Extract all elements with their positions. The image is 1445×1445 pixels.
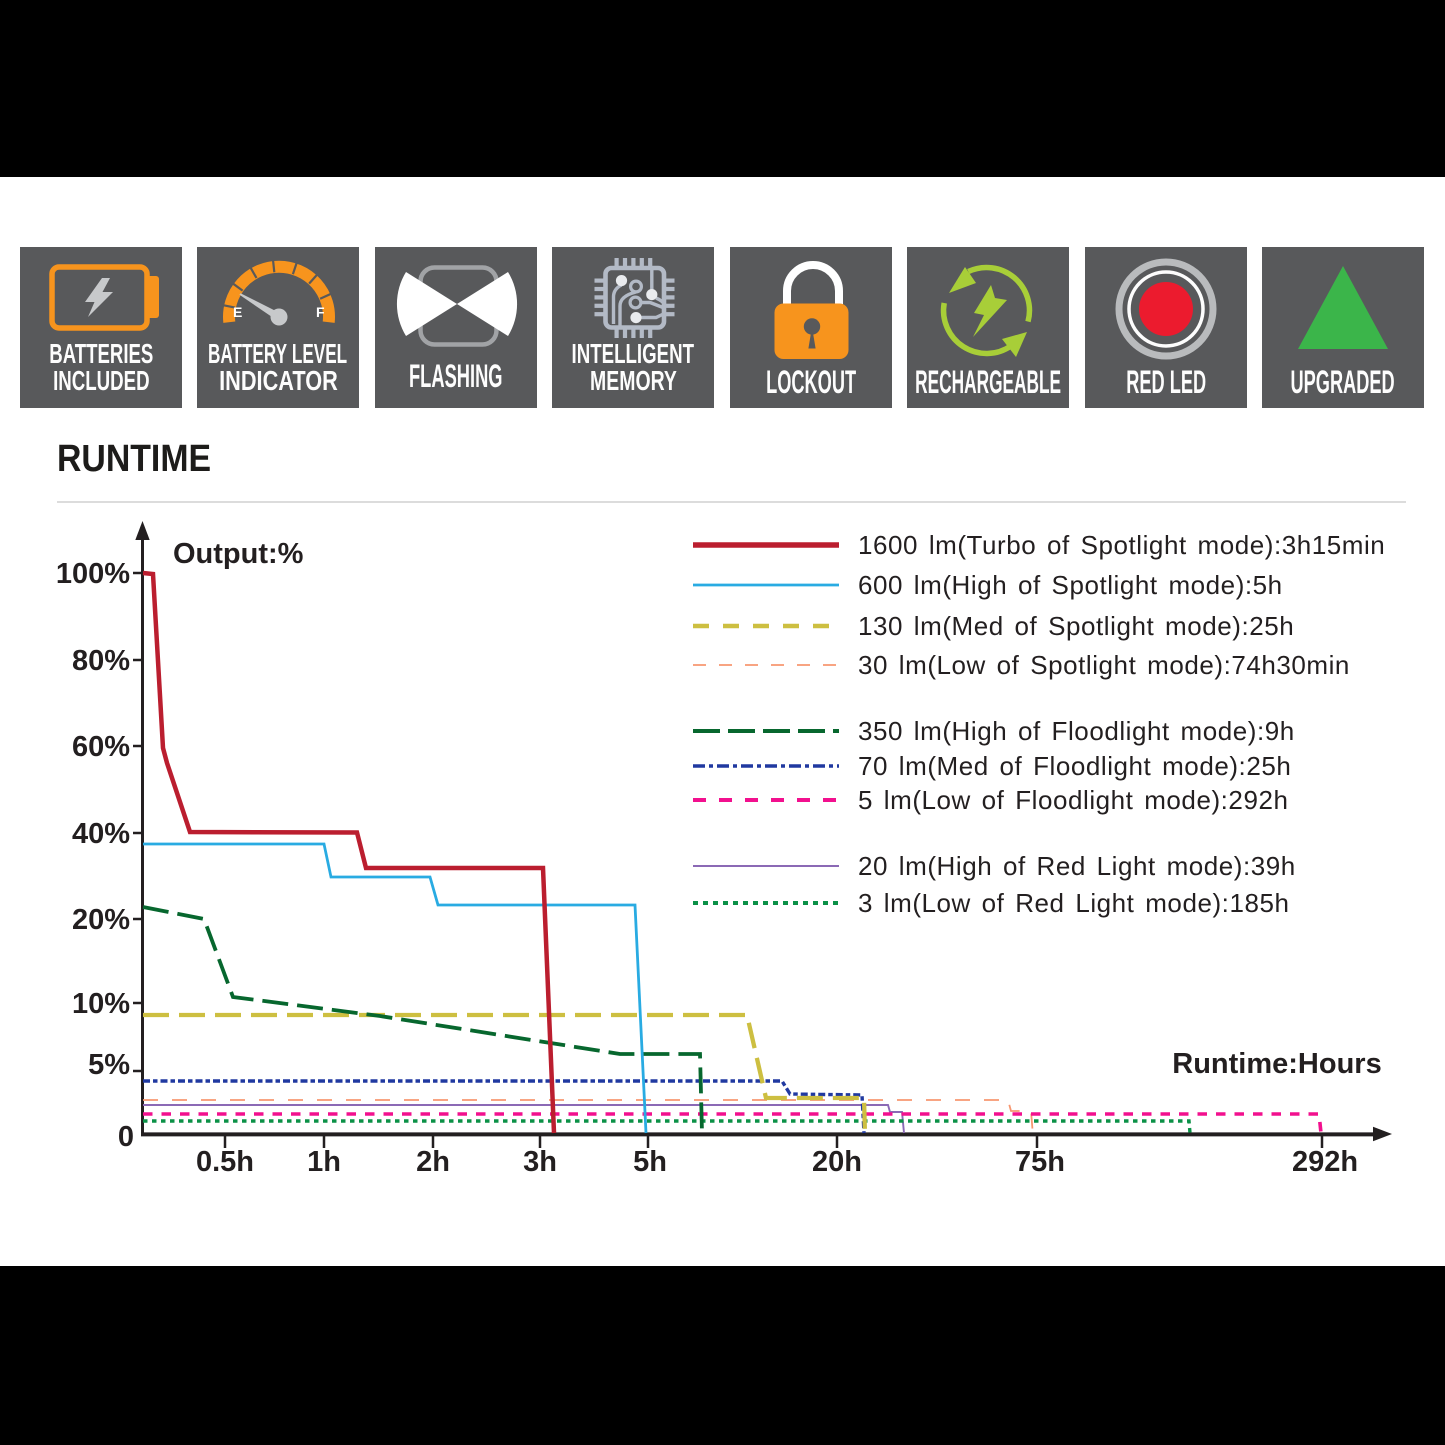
svg-text:40%: 40% (72, 818, 130, 850)
svg-text:F: F (316, 304, 325, 320)
svg-text:600 lm(High of Spotlight mode): 600 lm(High of Spotlight mode):5h (858, 570, 1283, 600)
svg-text:2h: 2h (416, 1146, 450, 1178)
svg-text:130 lm(Med of Spotlight mode):: 130 lm(Med of Spotlight mode):25h (858, 611, 1294, 641)
svg-text:80%: 80% (72, 645, 130, 677)
svg-text:1h: 1h (307, 1146, 341, 1178)
svg-text:30 lm(Low of Spotlight mode):7: 30 lm(Low of Spotlight mode):74h30min (858, 650, 1350, 680)
svg-text:3h: 3h (523, 1146, 557, 1178)
svg-text:350 lm(High of Floodlight mode: 350 lm(High of Floodlight mode):9h (858, 716, 1295, 746)
svg-text:5 lm(Low of Floodlight mode):2: 5 lm(Low of Floodlight mode):292h (858, 785, 1288, 815)
svg-text:20 lm(High of Red Light mode):: 20 lm(High of Red Light mode):39h (858, 851, 1296, 881)
svg-text:100%: 100% (56, 558, 130, 590)
svg-text:E: E (233, 304, 242, 320)
svg-text:5h: 5h (633, 1146, 667, 1178)
svg-text:Runtime:Hours: Runtime:Hours (1172, 1048, 1381, 1080)
svg-text:20h: 20h (812, 1146, 862, 1178)
svg-text:0.5h: 0.5h (196, 1146, 254, 1178)
svg-text:0: 0 (118, 1121, 134, 1153)
svg-text:Output:%: Output:% (173, 538, 304, 570)
svg-text:3 lm(Low of Red Light mode):1: 3 lm(Low of Red Light mode):185h (858, 888, 1290, 918)
svg-text:5%: 5% (88, 1049, 130, 1081)
svg-text:75h: 75h (1015, 1146, 1065, 1178)
svg-text:1600 lm(Turbo of Spotlight mod: 1600 lm(Turbo of Spotlight mode):3h15min (858, 530, 1385, 560)
svg-text:60%: 60% (72, 731, 130, 763)
svg-text:10%: 10% (72, 988, 130, 1020)
svg-text:292h: 292h (1292, 1146, 1358, 1178)
svg-text:20%: 20% (72, 904, 130, 936)
svg-text:70 lm(Med of Floodlight mode):: 70 lm(Med of Floodlight mode):25h (858, 751, 1291, 781)
